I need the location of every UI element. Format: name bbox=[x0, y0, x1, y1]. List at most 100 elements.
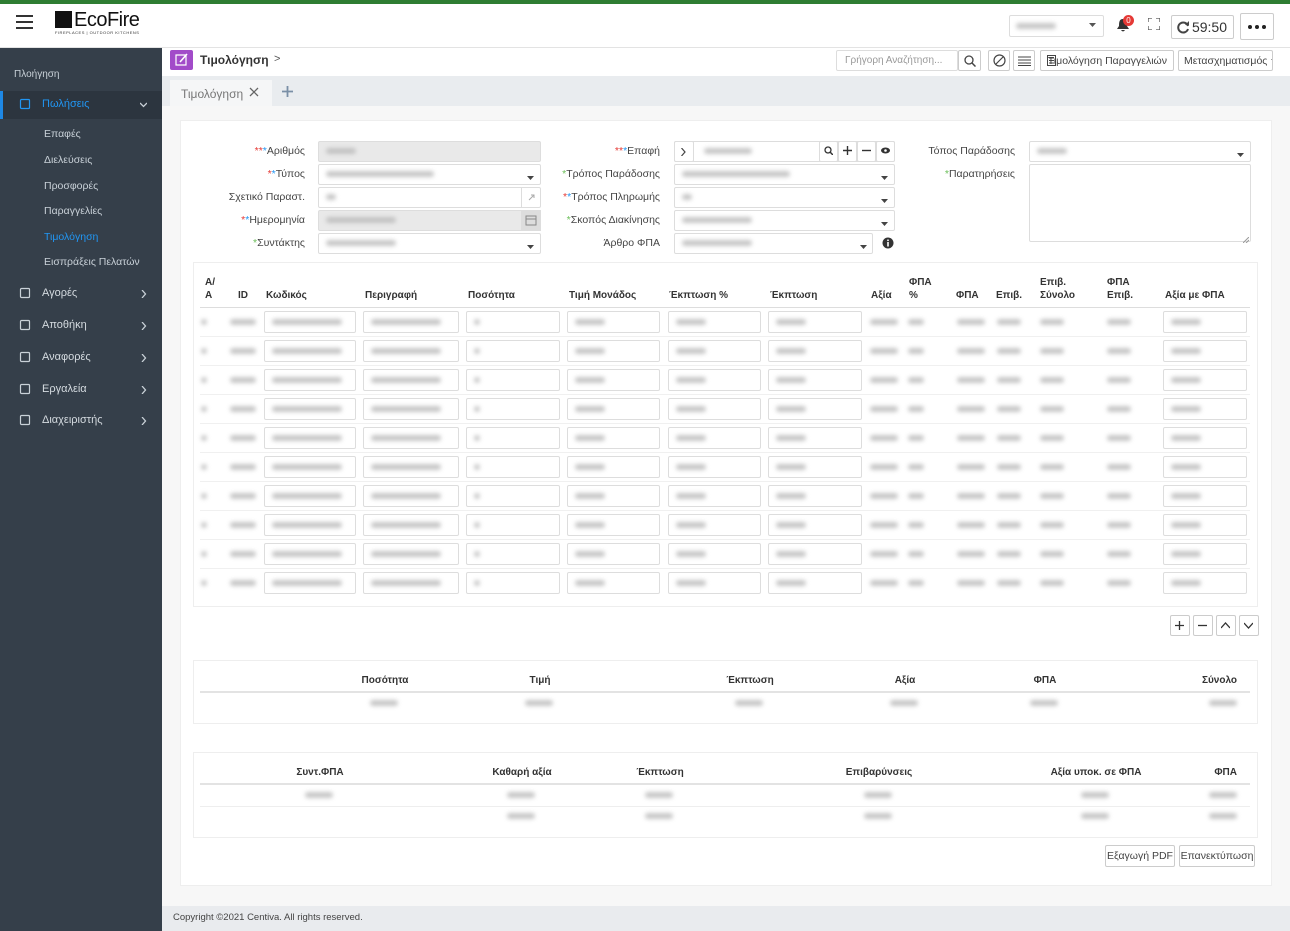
cell-input[interactable] bbox=[668, 340, 761, 362]
input[interactable] bbox=[674, 233, 873, 254]
cell-input[interactable] bbox=[466, 427, 560, 449]
quick-search[interactable]: Γρήγορη Αναζήτηση... bbox=[836, 50, 958, 71]
cell-input[interactable] bbox=[668, 456, 761, 478]
cell-input[interactable] bbox=[668, 427, 761, 449]
cell-input[interactable] bbox=[466, 369, 560, 391]
search-button[interactable] bbox=[819, 141, 838, 162]
cell-input[interactable] bbox=[668, 514, 761, 536]
cell-input[interactable] bbox=[567, 485, 660, 507]
input[interactable] bbox=[674, 210, 895, 231]
cell-input[interactable] bbox=[466, 543, 560, 565]
remove-button[interactable] bbox=[857, 141, 876, 162]
cell-input[interactable] bbox=[768, 340, 862, 362]
menu-item[interactable]: Αποθήκη bbox=[42, 319, 87, 331]
column-header: Α/Α bbox=[205, 277, 215, 301]
logo-tagline: FIREPLACES | OUTDOOR KITCHENS bbox=[55, 30, 140, 35]
cancel-button[interactable] bbox=[988, 50, 1010, 71]
cell-input[interactable] bbox=[567, 543, 660, 565]
invoice-orders[interactable]: Τιμολόγηση Παραγγελιών bbox=[1040, 50, 1174, 71]
submenu-item[interactable]: Εισπράξεις Πελατών bbox=[44, 256, 140, 268]
more-menu[interactable] bbox=[1240, 13, 1274, 40]
company-select[interactable] bbox=[1009, 15, 1104, 37]
cell-input[interactable] bbox=[1163, 340, 1247, 362]
cell-input[interactable] bbox=[466, 514, 560, 536]
session-timer[interactable]: 59:50 bbox=[1171, 15, 1234, 39]
submenu-item[interactable]: Επαφές bbox=[44, 128, 81, 140]
cell-input[interactable] bbox=[768, 514, 862, 536]
cell-input[interactable] bbox=[1163, 311, 1247, 333]
cell-input[interactable] bbox=[1163, 514, 1247, 536]
cell-input[interactable] bbox=[768, 369, 862, 391]
cell-input[interactable] bbox=[466, 340, 560, 362]
input[interactable] bbox=[1029, 141, 1251, 162]
move-down-row[interactable] bbox=[1239, 615, 1259, 636]
input[interactable] bbox=[318, 187, 541, 208]
cell-input[interactable] bbox=[668, 311, 761, 333]
cell-input[interactable] bbox=[668, 485, 761, 507]
cell-input[interactable] bbox=[768, 456, 862, 478]
cell-input[interactable] bbox=[567, 398, 660, 420]
cell-input[interactable] bbox=[466, 456, 560, 478]
cell-input[interactable] bbox=[567, 572, 660, 594]
cell-input[interactable] bbox=[466, 398, 560, 420]
cell-input[interactable] bbox=[1163, 572, 1247, 594]
export-pdf[interactable]: Εξαγωγή PDF bbox=[1105, 845, 1175, 867]
cell-input[interactable] bbox=[567, 311, 660, 333]
submenu-item[interactable]: Παραγγελίες bbox=[44, 205, 103, 217]
remove-icon bbox=[862, 146, 871, 155]
input[interactable] bbox=[674, 187, 895, 208]
cell-input[interactable] bbox=[668, 572, 761, 594]
list-button[interactable] bbox=[1013, 50, 1035, 71]
submenu-item[interactable]: Προσφορές bbox=[44, 180, 99, 192]
chevron bbox=[681, 147, 686, 155]
cell-input[interactable] bbox=[567, 456, 660, 478]
menu-item[interactable]: Αγορές bbox=[42, 287, 78, 299]
blurred-value bbox=[682, 171, 790, 177]
input[interactable] bbox=[318, 233, 541, 254]
menu-item[interactable]: Αναφορές bbox=[42, 351, 91, 363]
cell-input[interactable] bbox=[768, 398, 862, 420]
cell-input[interactable] bbox=[768, 311, 862, 333]
cell-input[interactable] bbox=[1163, 543, 1247, 565]
cell-input[interactable] bbox=[1163, 427, 1247, 449]
transform[interactable]: Μετασχηματισμός bbox=[1178, 50, 1273, 71]
menu-item[interactable]: Εργαλεία bbox=[42, 383, 87, 395]
cell-input[interactable] bbox=[1163, 369, 1247, 391]
submenu-item[interactable]: Τιμολόγηση bbox=[44, 231, 99, 243]
menu-toggle[interactable] bbox=[16, 15, 33, 29]
menu-item[interactable]: Διαχειριστής bbox=[42, 414, 103, 426]
add-tab[interactable] bbox=[282, 86, 293, 97]
search-button[interactable] bbox=[958, 50, 981, 71]
fullscreen[interactable] bbox=[1148, 18, 1160, 30]
cell-input[interactable] bbox=[466, 485, 560, 507]
cell-input[interactable] bbox=[567, 514, 660, 536]
cell-input[interactable] bbox=[466, 311, 560, 333]
cell-input[interactable] bbox=[768, 572, 862, 594]
input[interactable] bbox=[1029, 164, 1251, 242]
tab-close[interactable] bbox=[249, 87, 259, 97]
submenu-item[interactable]: Διελεύσεις bbox=[44, 154, 93, 166]
menu-item[interactable]: Πωλήσεις bbox=[42, 98, 90, 110]
chevron bbox=[140, 416, 147, 424]
cell-input[interactable] bbox=[567, 340, 660, 362]
view-icon bbox=[881, 146, 890, 155]
cell-input[interactable] bbox=[1163, 485, 1247, 507]
cell-input[interactable] bbox=[768, 543, 862, 565]
blurred-value bbox=[676, 551, 706, 557]
cell-input[interactable] bbox=[768, 485, 862, 507]
cell-input[interactable] bbox=[768, 427, 862, 449]
blurred-value bbox=[272, 319, 342, 325]
cell-input[interactable] bbox=[567, 369, 660, 391]
cell-input[interactable] bbox=[567, 427, 660, 449]
cell-input[interactable] bbox=[668, 398, 761, 420]
field-label: **Τύπος bbox=[267, 168, 305, 180]
column-header: Τιμή bbox=[529, 675, 551, 686]
cell-input[interactable] bbox=[466, 572, 560, 594]
input[interactable] bbox=[318, 141, 541, 162]
cell-input[interactable] bbox=[1163, 398, 1247, 420]
cell-input[interactable] bbox=[1163, 456, 1247, 478]
cell-input[interactable] bbox=[668, 369, 761, 391]
cell-input[interactable] bbox=[668, 543, 761, 565]
move-up-row[interactable] bbox=[1216, 615, 1236, 636]
reprint[interactable]: Επανεκτύπωση bbox=[1179, 845, 1255, 867]
